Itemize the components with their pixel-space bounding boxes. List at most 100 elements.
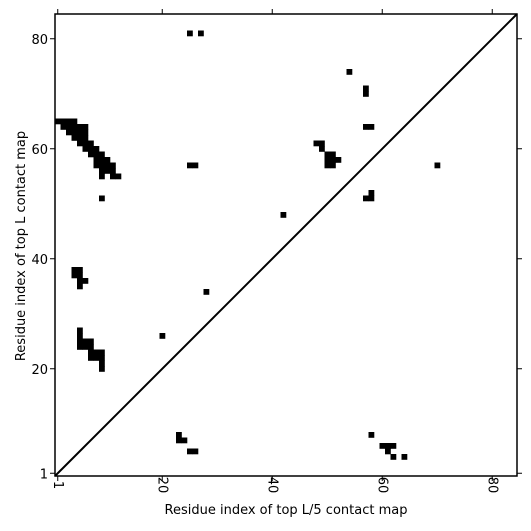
- contact-cell-top-l: [77, 327, 83, 334]
- contact-cell-top-l: [82, 338, 89, 345]
- contact-cell-top-l: [77, 135, 83, 141]
- contact-cell-top-l: [88, 146, 94, 152]
- contact-cell-top-l: [60, 118, 67, 125]
- contact-cell-top-l: [77, 333, 83, 339]
- x-tick-label: 60: [374, 477, 389, 494]
- contact-cell-top-l: [93, 162, 100, 169]
- contact-cell-top-l: [368, 124, 375, 130]
- contact-cell-top-l: [99, 162, 105, 169]
- contact-cell-top-l: [110, 162, 116, 169]
- x-tick-label: 80: [484, 477, 499, 494]
- lower-contact-cells: [176, 432, 408, 460]
- y-tick-label: 20: [31, 363, 48, 378]
- contact-cell-top-l: [82, 146, 89, 152]
- contact-cell-top-l: [93, 157, 100, 163]
- contact-cell-top-l: [77, 267, 83, 273]
- contact-cell-top-l: [71, 129, 78, 136]
- contact-cell-top-l5: [401, 454, 408, 460]
- contact-cell-top-l: [280, 212, 287, 218]
- contact-cell-top-l: [77, 278, 83, 284]
- contact-cell-top-l: [77, 129, 83, 136]
- contact-cell-top-l: [335, 157, 342, 163]
- contact-cell-top-l: [203, 289, 210, 295]
- contact-cell-top-l: [82, 140, 89, 147]
- contact-cell-top-l: [77, 140, 83, 147]
- diagonal-line: [54, 13, 518, 477]
- contact-cell-top-l: [77, 124, 83, 130]
- contact-cell-top-l: [77, 283, 83, 290]
- contact-cell-top-l: [82, 129, 89, 136]
- contact-cell-top-l: [66, 129, 72, 136]
- x-tick-label: 40: [264, 477, 279, 494]
- contact-cell-top-l: [104, 157, 111, 163]
- x-tick-label: 1: [50, 481, 65, 489]
- contact-cell-top-l: [88, 349, 94, 356]
- y-tick-label: 1: [40, 467, 48, 482]
- contact-cell-top-l: [104, 162, 111, 169]
- contact-cell-top-l: [71, 272, 78, 279]
- contact-cell-top-l: [324, 162, 331, 169]
- contact-cell-top-l: [93, 146, 100, 152]
- contact-cell-top-l: [93, 349, 100, 356]
- y-tick-label: 60: [31, 143, 48, 158]
- contact-cell-top-l: [319, 146, 325, 152]
- contact-cell-top-l: [330, 157, 336, 163]
- contact-cell-top-l: [330, 162, 336, 169]
- plot-frame: [54, 13, 518, 477]
- contact-cell-top-l: [88, 355, 94, 361]
- contact-cell-top-l: [363, 85, 369, 92]
- x-axis-ticks: 1 20 40 60 80: [50, 9, 499, 494]
- x-axis-label: Residue index of top L/5 contact map: [165, 503, 408, 518]
- contact-cell-top-l: [71, 267, 78, 273]
- contact-cell-top-l: [93, 355, 100, 361]
- contact-cell-top-l5: [379, 443, 386, 449]
- contact-cell-top-l: [71, 124, 78, 130]
- contact-cell-top-l5: [181, 437, 188, 444]
- contact-cell-top-l: [88, 338, 94, 345]
- contact-cell-top-l: [368, 190, 375, 196]
- contact-cell-top-l: [93, 151, 100, 158]
- contact-cell-top-l: [66, 124, 72, 130]
- contact-cell-top-l: [198, 30, 204, 37]
- y-axis-ticks: 1 20 40 60 80: [31, 33, 522, 482]
- contact-cell-top-l: [187, 30, 193, 37]
- contact-cell-top-l: [363, 195, 369, 202]
- x-tick-label: 20: [154, 477, 169, 494]
- y-tick-label: 80: [31, 33, 48, 48]
- contact-cell-top-l: [192, 162, 199, 169]
- upper-contact-cells: [55, 30, 441, 372]
- contact-cell-top-l: [60, 124, 67, 130]
- contact-cell-top-l: [363, 124, 369, 130]
- contact-cell-top-l5: [192, 448, 199, 455]
- contact-cell-top-l: [187, 162, 193, 169]
- contact-cell-top-l: [319, 140, 325, 147]
- contact-cell-top-l: [99, 349, 105, 356]
- contact-cell-top-l5: [176, 437, 182, 444]
- contact-cell-top-l: [77, 272, 83, 279]
- contact-cell-top-l: [55, 118, 61, 125]
- contact-cell-top-l: [99, 360, 105, 367]
- contact-cell-top-l5: [368, 432, 375, 438]
- contact-cell-top-l: [99, 366, 105, 372]
- contact-cell-top-l5: [187, 448, 193, 455]
- contact-cell-top-l: [99, 173, 105, 180]
- contact-cell-top-l: [77, 338, 83, 345]
- contact-cell-top-l: [88, 344, 94, 350]
- contact-cell-top-l: [313, 140, 320, 147]
- contact-cell-top-l: [99, 157, 105, 163]
- contact-cell-top-l: [110, 168, 116, 174]
- contact-cell-top-l: [159, 333, 166, 339]
- y-axis-label: Residue index of top L contact map: [14, 131, 29, 361]
- contact-cell-top-l: [82, 278, 89, 284]
- contact-cell-top-l: [363, 91, 369, 97]
- contact-cell-top-l: [82, 124, 89, 130]
- contact-cell-top-l: [104, 168, 111, 174]
- contact-cell-top-l5: [390, 454, 397, 460]
- y-tick-label: 40: [31, 253, 48, 268]
- contact-cell-top-l: [71, 118, 78, 125]
- contact-cell-top-l: [99, 151, 105, 158]
- contact-cell-top-l: [82, 135, 89, 141]
- contact-cell-top-l5: [385, 448, 391, 455]
- contact-cell-top-l: [434, 162, 441, 169]
